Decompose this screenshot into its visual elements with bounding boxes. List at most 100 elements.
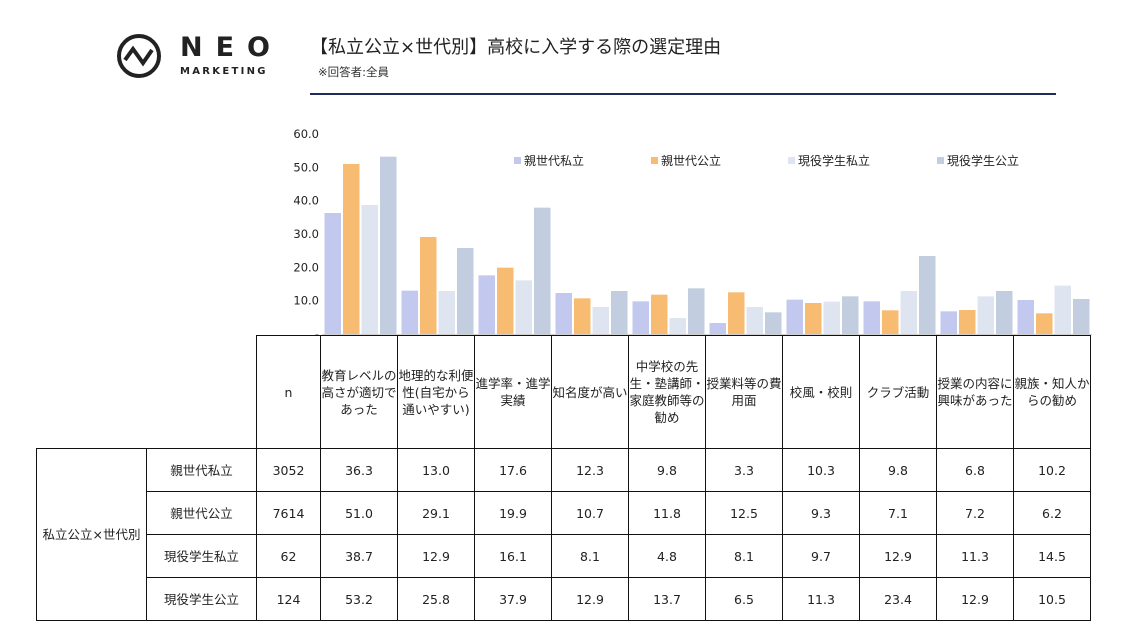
table-cell: 6.8	[936, 448, 1014, 492]
n-value: 3052	[256, 448, 321, 492]
table-cell: 6.5	[705, 577, 783, 621]
logo-wordmark: NEO	[180, 32, 283, 63]
legend-label: 親世代私立	[524, 153, 584, 168]
y-tick-label: 40.0	[293, 194, 319, 208]
n-value: 62	[256, 534, 321, 578]
table-cell: 7.2	[936, 491, 1014, 535]
table-cell: 53.2	[320, 577, 398, 621]
bar-4	[919, 256, 936, 334]
n-header: n	[256, 335, 321, 449]
row-label: 親世代私立	[146, 448, 257, 492]
y-tick-label: 30.0	[293, 227, 319, 241]
y-tick-label: 10.0	[293, 294, 319, 308]
table-cell: 9.3	[782, 491, 860, 535]
bar-1	[632, 301, 649, 334]
legend-swatch	[788, 157, 795, 164]
table-cell: 36.3	[320, 448, 398, 492]
y-tick-label: 20.0	[293, 260, 319, 274]
bar-4	[842, 296, 859, 334]
row-label: 現役学生公立	[146, 577, 257, 621]
bar-4	[1073, 299, 1090, 334]
table-row: 現役学生私立 62 38.7 12.9 16.1 8.1 4.8 8.1 9.7…	[37, 534, 1091, 578]
legend-swatch	[514, 157, 521, 164]
table-cell: 12.3	[551, 448, 629, 492]
table-cell: 16.1	[474, 534, 552, 578]
bar-3	[977, 296, 994, 334]
legend-label: 現役学生公立	[947, 153, 1019, 168]
table-cell: 12.9	[936, 577, 1014, 621]
table-row: 親世代公立 7614 51.0 29.1 19.9 10.7 11.8 12.5…	[37, 491, 1091, 535]
y-tick-label: -	[315, 327, 319, 341]
bar-4	[611, 291, 628, 334]
table-cell: 10.3	[782, 448, 860, 492]
bar-1	[786, 299, 803, 334]
table-header-row: n 教育レベルの高さが適切であった 地理的な利便性(自宅から通いやすい) 進学率…	[37, 335, 1091, 449]
bar-2	[805, 303, 822, 334]
bar-1	[324, 213, 341, 334]
bar-2	[728, 292, 745, 334]
table-cell: 6.2	[1013, 491, 1091, 535]
bar-2	[497, 267, 514, 334]
bar-3	[1054, 285, 1071, 334]
table-cell: 12.5	[705, 491, 783, 535]
table-cell: 3.3	[705, 448, 783, 492]
column-header: 授業の内容に興味があった	[936, 335, 1014, 449]
bar-1	[401, 290, 418, 334]
bar-4	[457, 248, 474, 334]
column-header: 中学校の先生・塾講師・家庭教師等の勧め	[628, 335, 706, 449]
table-cell: 51.0	[320, 491, 398, 535]
page-title: 【私立公立×世代別】高校に入学する際の選定理由	[310, 37, 722, 58]
table-cell: 4.8	[628, 534, 706, 578]
bar-4	[765, 312, 782, 334]
bar-3	[900, 291, 917, 334]
table-cell: 14.5	[1013, 534, 1091, 578]
table-cell: 7.1	[859, 491, 937, 535]
bar-4	[534, 207, 551, 334]
legend-swatch	[937, 157, 944, 164]
bar-4	[996, 291, 1013, 334]
respondent-note: ※回答者:全員	[318, 65, 390, 79]
table-cell: 9.8	[859, 448, 937, 492]
table-cell: 12.9	[397, 534, 475, 578]
column-header: 授業料等の費用面	[705, 335, 783, 449]
group-label: 私立公立×世代別	[36, 448, 147, 621]
table-cell: 13.0	[397, 448, 475, 492]
legend-label: 親世代公立	[661, 153, 721, 168]
bar-2	[574, 298, 591, 334]
legend-swatch	[651, 157, 658, 164]
bar-1	[863, 301, 880, 334]
bar-3	[669, 318, 686, 334]
n-value: 7614	[256, 491, 321, 535]
bar-2	[343, 164, 360, 334]
table-corner	[37, 336, 147, 449]
table-cell: 37.9	[474, 577, 552, 621]
bar-3	[515, 280, 532, 334]
column-header: 知名度が高い	[551, 335, 629, 449]
table-cell: 29.1	[397, 491, 475, 535]
bar-1	[709, 323, 726, 334]
bar-1	[1017, 300, 1034, 334]
table-cell: 11.3	[936, 534, 1014, 578]
table-cell: 10.5	[1013, 577, 1091, 621]
legend-label: 現役学生私立	[798, 153, 870, 168]
table-row: 現役学生公立 124 53.2 25.8 37.9 12.9 13.7 6.5 …	[37, 577, 1091, 621]
bar-1	[555, 293, 572, 334]
bar-1	[940, 311, 957, 334]
bar-1	[478, 275, 495, 334]
table-cell: 12.9	[551, 577, 629, 621]
table-cell: 10.7	[551, 491, 629, 535]
bar-2	[1036, 313, 1053, 334]
bar-3	[438, 291, 455, 334]
y-tick-label: 60.0	[293, 127, 319, 141]
bar-2	[420, 237, 437, 334]
table-cell: 12.9	[859, 534, 937, 578]
bar-2	[651, 294, 668, 334]
data-table: n 教育レベルの高さが適切であった 地理的な利便性(自宅から通いやすい) 進学率…	[36, 335, 1091, 621]
bar-2	[959, 310, 976, 334]
table-cell: 13.7	[628, 577, 706, 621]
row-label: 現役学生私立	[146, 534, 257, 578]
bar-4	[380, 156, 397, 334]
table-corner	[147, 336, 257, 449]
table-cell: 38.7	[320, 534, 398, 578]
